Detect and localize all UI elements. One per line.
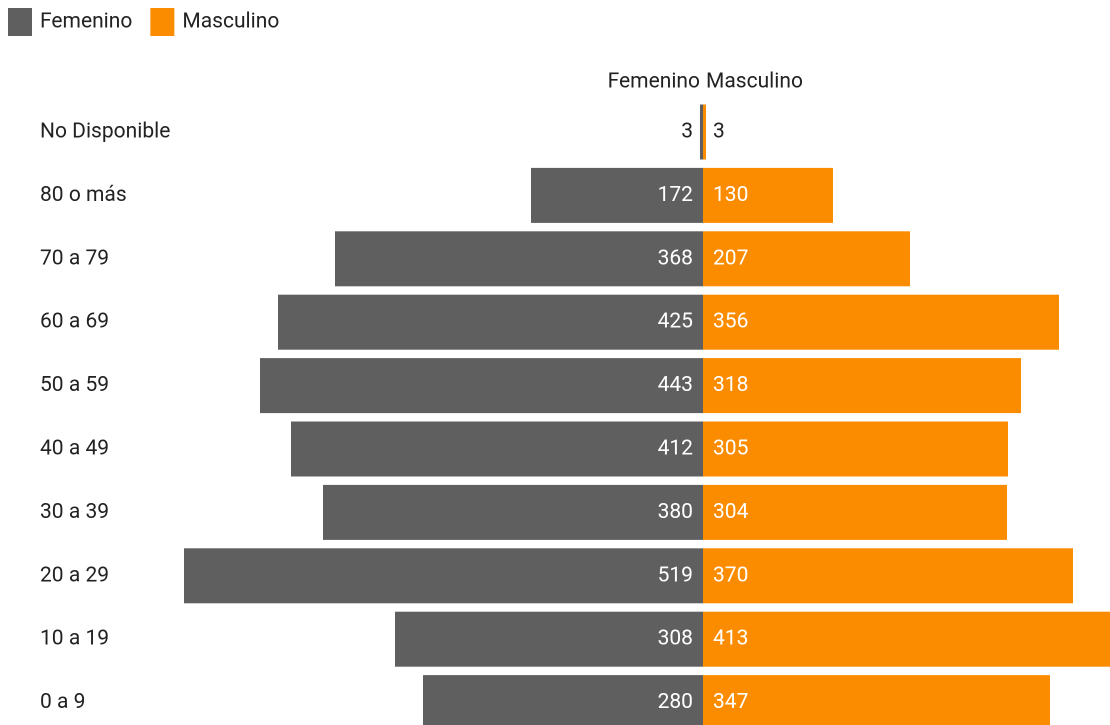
legend-label: Femenino (40, 10, 132, 34)
category-label: 40 a 49 (40, 437, 109, 461)
category-label: 50 a 59 (40, 373, 109, 397)
value-label: 368 (658, 246, 693, 270)
category-label: 20 a 29 (40, 563, 109, 587)
bar (335, 231, 703, 287)
bar (260, 358, 703, 414)
value-label: 370 (713, 563, 748, 587)
bar (395, 611, 703, 667)
value-label: 280 (658, 690, 693, 714)
bar (700, 104, 703, 160)
category-label: 70 a 79 (40, 246, 109, 270)
bar (291, 421, 703, 477)
bar (423, 675, 703, 725)
bar (703, 231, 910, 287)
value-label: 347 (713, 690, 748, 714)
bar (703, 167, 833, 223)
bar (703, 358, 1021, 414)
value-label: 172 (658, 183, 694, 207)
value-label: 412 (658, 437, 694, 461)
value-label: 3 (681, 120, 693, 144)
value-label: 304 (713, 500, 749, 524)
legend-swatch (8, 8, 32, 36)
category-label: 30 a 39 (40, 500, 109, 524)
bar (184, 548, 703, 604)
bar (703, 104, 706, 160)
category-label: 10 a 19 (40, 627, 109, 651)
bar (531, 167, 703, 223)
value-label: 443 (658, 373, 693, 397)
category-label: No Disponible (40, 120, 170, 144)
value-label: 318 (713, 373, 748, 397)
bar (703, 675, 1050, 725)
value-label: 380 (658, 500, 693, 524)
bar (323, 484, 703, 540)
value-label: 413 (713, 627, 748, 651)
value-label: 130 (713, 183, 748, 207)
bar (703, 611, 1110, 667)
value-label: 207 (713, 246, 748, 270)
value-label: 519 (658, 563, 693, 587)
bar (703, 294, 1059, 350)
value-label: 305 (713, 437, 748, 461)
legend-swatch (150, 8, 175, 36)
column-header: Masculino (706, 70, 803, 94)
value-label: 308 (658, 627, 693, 651)
legend-label: Masculino (182, 10, 279, 34)
value-label: 425 (658, 310, 693, 334)
column-header: Femenino (608, 70, 700, 94)
bar (278, 294, 703, 350)
bar (703, 484, 1007, 540)
category-label: 60 a 69 (40, 310, 109, 334)
category-label: 80 o más (40, 183, 127, 207)
value-label: 356 (713, 310, 748, 334)
bar (703, 548, 1073, 604)
category-label: 0 a 9 (40, 690, 85, 714)
value-label: 3 (713, 120, 725, 144)
bar (703, 421, 1008, 477)
